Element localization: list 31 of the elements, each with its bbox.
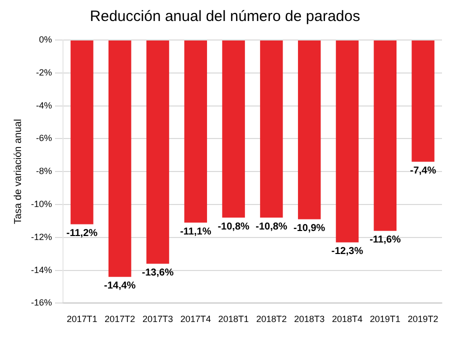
x-tick-label: 2017T3 — [142, 314, 174, 324]
x-tick-label: 2018T4 — [332, 314, 363, 324]
data-label: -11,1% — [180, 226, 212, 238]
y-tick-label: 0% — [38, 34, 52, 44]
y-tick-label: -6% — [36, 133, 52, 144]
x-tick-label: 2019T2 — [408, 314, 438, 324]
data-label: -10,8% — [218, 221, 250, 232]
data-label: -14,4% — [104, 280, 136, 292]
data-label: -7,4% — [410, 165, 436, 176]
y-tick-label: -8% — [36, 166, 52, 176]
x-tick-label: 2017T2 — [104, 314, 136, 324]
x-tick-label: 2019T1 — [370, 314, 400, 324]
data-label: -11,6% — [370, 234, 401, 246]
y-tick-label: -12% — [30, 232, 52, 242]
x-tick-label: 2018T1 — [218, 314, 249, 324]
y-tick-label: -2% — [36, 67, 52, 78]
x-tick-label: 2017T4 — [180, 314, 211, 324]
y-tick-label: -10% — [30, 198, 52, 209]
data-label: -13,6% — [142, 267, 174, 278]
data-label: -10,8% — [256, 221, 288, 232]
data-label: -12,3% — [331, 246, 364, 258]
data-label: -11,2% — [66, 228, 98, 239]
x-tick-label: 2018T3 — [294, 314, 325, 324]
chart-title: Reducción anual del número de parados — [90, 8, 360, 26]
y-tick-label: -16% — [30, 298, 52, 308]
data-label: -10,9% — [294, 223, 326, 234]
y-axis-title: Tasa de variación anual — [12, 119, 24, 224]
y-tick-label: -14% — [30, 264, 52, 275]
x-tick-label: 2018T2 — [256, 314, 287, 324]
x-tick-label: 2017T1 — [66, 314, 98, 324]
y-tick-label: -4% — [36, 100, 52, 110]
